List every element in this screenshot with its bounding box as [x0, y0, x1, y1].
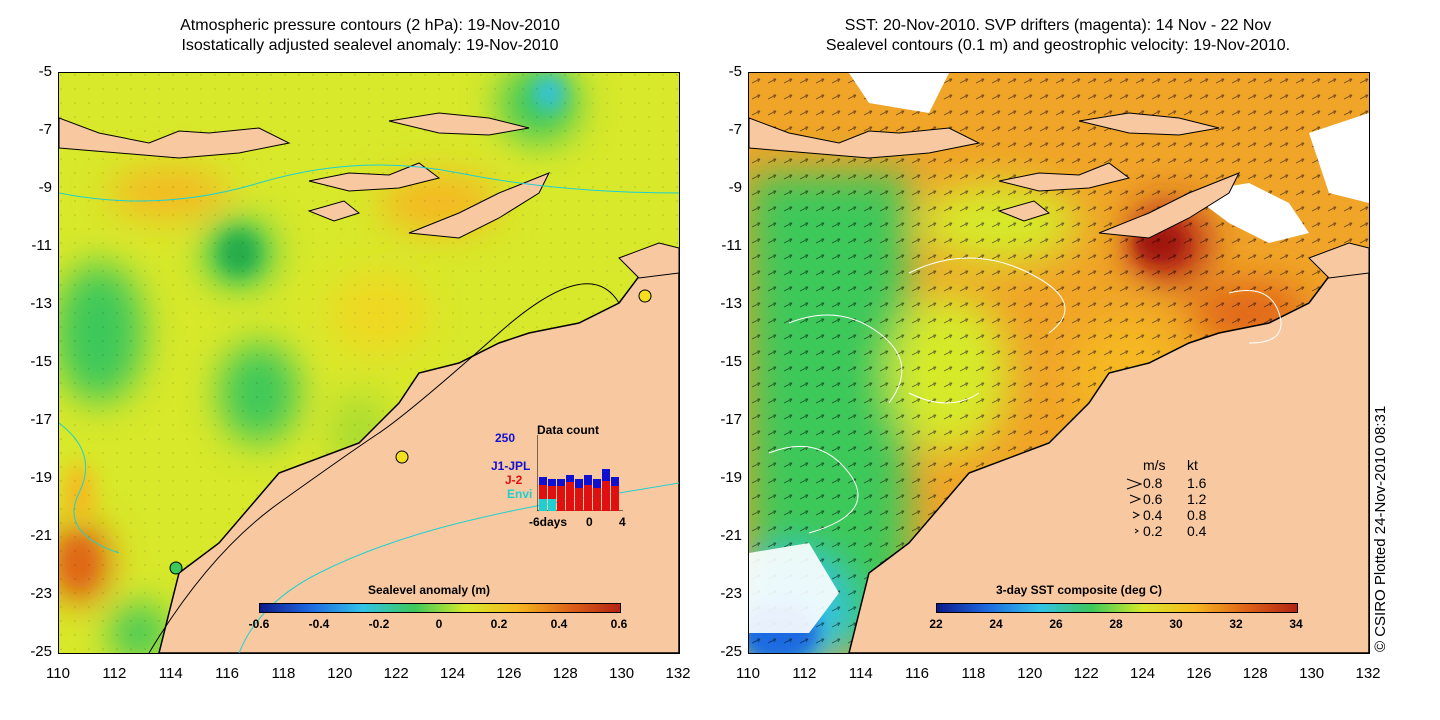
speed-legend-row1-ms: 0.8: [1143, 475, 1163, 491]
right-colorbar-tick: 34: [1289, 617, 1303, 631]
right-colorbar-tick: 30: [1169, 617, 1183, 631]
right-colorbar-title: 3-day SST composite (deg C): [995, 583, 1163, 597]
data-count-xtick-end: 4: [619, 515, 626, 529]
right-title-line2: Sealevel contours (0.1 m) and geostrophi…: [825, 37, 1291, 54]
left-y-tick: -5: [38, 63, 52, 80]
speed-legend-row2-kt: 1.2: [1187, 491, 1207, 507]
speed-legend-header-ms: m/s: [1143, 457, 1166, 473]
right-x-tick: 124: [1130, 665, 1156, 682]
sst-svg: [749, 73, 1369, 653]
left-x-tick: 118: [271, 665, 296, 682]
right-x-tick: 110: [736, 665, 760, 682]
right-x-tick: 122: [1073, 665, 1099, 682]
right-colorbar-tick: 24: [989, 617, 1003, 631]
left-colorbar: [259, 603, 621, 613]
right-y-tick: -11: [721, 237, 742, 254]
right-y-tick: -17: [720, 411, 742, 428]
right-y-tick: -19: [720, 469, 742, 486]
speed-legend-row1-kt: 1.6: [1187, 475, 1207, 491]
left-x-tick: 120: [327, 665, 353, 682]
speed-legend-arrows: [1126, 478, 1143, 534]
right-y-tick: -9: [728, 179, 742, 196]
left-y-tick: -19: [30, 469, 52, 486]
left-colorbar-tick: -0.4: [308, 617, 330, 631]
left-colorbar-tick: -0.6: [248, 617, 270, 631]
data-count-xtick-zero: 0: [586, 515, 593, 529]
speed-legend-row2-ms: 0.6: [1143, 491, 1163, 507]
data-count-xtick-start: -6days: [529, 515, 568, 529]
right-x-tick: 128: [1242, 665, 1268, 682]
right-title-line1: SST: 20-Nov-2010. SVP drifters (magenta)…: [844, 17, 1272, 34]
left-colorbar-tick: 0.6: [610, 617, 628, 631]
left-title-line2: Isostatically adjusted sealevel anomaly:…: [181, 37, 559, 54]
speed-legend-row3-kt: 0.8: [1187, 507, 1207, 523]
sst-map: m/s kt 0.8 1.6 0.6 1.2 0.4 0.8 0.2 0.4 3…: [748, 72, 1370, 654]
left-y-tick: -25: [30, 643, 52, 660]
left-colorbar-tick: 0.2: [490, 617, 508, 631]
left-colorbar-title: Sealevel anomaly (m): [367, 583, 491, 597]
left-x-tick: 110: [46, 665, 70, 682]
data-count-title: Data count: [537, 423, 600, 437]
right-y-tick: -7: [728, 121, 742, 138]
right-y-tick: -25: [720, 643, 742, 660]
right-y-tick: -13: [720, 295, 742, 312]
credit-text: © CSIRO Plotted 24-Nov-2010 08:31: [1372, 405, 1389, 652]
left-y-tick: -11: [31, 237, 52, 254]
left-title: Atmospheric pressure contours (2 hPa): 1…: [60, 16, 680, 56]
right-y-tick: -21: [720, 527, 742, 544]
left-x-tick: 124: [440, 665, 466, 682]
right-x-tick: 126: [1186, 665, 1212, 682]
right-y-tick: -5: [728, 63, 742, 80]
left-y-tick: -13: [30, 295, 52, 312]
left-y-tick: -15: [30, 353, 52, 370]
data-count-series-envi: Envi: [507, 487, 533, 501]
right-colorbar-tick: 32: [1229, 617, 1243, 631]
speed-legend-row3-ms: 0.4: [1143, 507, 1163, 523]
right-x-tick: 116: [905, 665, 930, 682]
right-x-tick: 130: [1299, 665, 1325, 682]
left-y-tick: -23: [30, 585, 52, 602]
right-colorbar-tick: 26: [1049, 617, 1063, 631]
left-colorbar-tick: 0.4: [550, 617, 568, 631]
data-count-series-j1: J1-JPL: [491, 459, 531, 473]
left-y-tick: -9: [38, 179, 52, 196]
right-x-tick: 114: [848, 665, 873, 682]
left-colorbar-tick: -0.2: [368, 617, 390, 631]
data-count-bars: [537, 435, 623, 511]
left-x-tick: 116: [215, 665, 240, 682]
right-x-tick: 112: [792, 665, 817, 682]
right-colorbar-tick: 28: [1109, 617, 1123, 631]
speed-legend-row4-ms: 0.2: [1143, 523, 1163, 539]
left-y-tick: -7: [38, 121, 52, 138]
left-title-line1: Atmospheric pressure contours (2 hPa): 1…: [180, 17, 560, 34]
left-x-tick: 126: [496, 665, 522, 682]
right-colorbar: [936, 603, 1298, 613]
speed-legend-row4-kt: 0.4: [1187, 523, 1207, 539]
right-y-tick: -15: [720, 353, 742, 370]
left-x-tick: 122: [383, 665, 409, 682]
right-x-tick: 132: [1355, 665, 1381, 682]
left-y-tick: -17: [30, 411, 52, 428]
left-x-tick: 114: [158, 665, 183, 682]
left-colorbar-tick: 0: [435, 617, 443, 631]
right-x-tick: 118: [961, 665, 986, 682]
sealevel-anomaly-svg: [59, 73, 679, 653]
left-x-tick: 130: [609, 665, 635, 682]
right-title: SST: 20-Nov-2010. SVP drifters (magenta)…: [748, 16, 1368, 56]
left-x-tick: 112: [102, 665, 127, 682]
speed-legend-header-kt: kt: [1187, 457, 1198, 473]
data-count-series-j2: J-2: [505, 473, 523, 487]
left-x-tick: 128: [552, 665, 578, 682]
right-x-tick: 120: [1017, 665, 1043, 682]
right-colorbar-tick: 22: [929, 617, 943, 631]
sealevel-anomaly-map: Data count 250 J1-JPL J-2 Envi -6days 0 …: [58, 72, 680, 654]
left-x-tick: 132: [665, 665, 691, 682]
right-y-tick: -23: [720, 585, 742, 602]
left-y-tick: -21: [30, 527, 52, 544]
data-count-max: 250: [495, 431, 516, 445]
